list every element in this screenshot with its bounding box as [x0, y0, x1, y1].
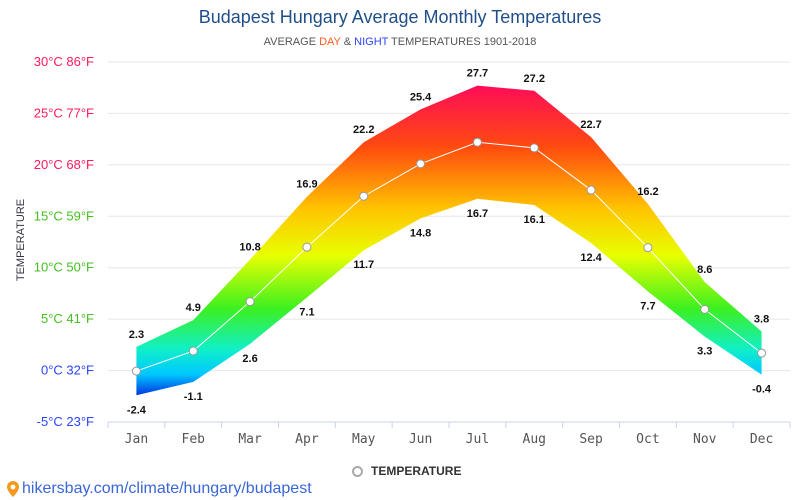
chart-subtitle: AVERAGE DAY & NIGHT TEMPERATURES 1901-20…	[0, 36, 800, 48]
temperature-point	[188, 346, 198, 356]
y-tick-label: 15°C 59°F	[34, 208, 94, 223]
night-value-label: -1.1	[184, 391, 203, 403]
day-value-label: 8.6	[697, 264, 712, 276]
temperature-point	[359, 191, 369, 201]
temperature-point	[643, 243, 653, 253]
x-tick-label: May	[352, 432, 376, 447]
x-tick-label: Nov	[693, 432, 717, 447]
temperature-point	[472, 137, 482, 147]
day-value-label: 22.7	[580, 119, 601, 131]
day-value-label: 27.2	[524, 73, 545, 85]
y-axis-label: TEMPERATURE	[15, 199, 27, 281]
day-value-label: 4.9	[186, 302, 201, 314]
temperature-point	[700, 304, 710, 314]
day-value-label: 10.8	[239, 241, 260, 253]
y-tick-label: 0°C 32°F	[41, 363, 94, 378]
day-value-label: 2.3	[129, 329, 144, 341]
temperature-point	[245, 297, 255, 307]
night-value-label: 12.4	[580, 252, 602, 264]
y-tick-label: 30°C 86°F	[34, 54, 94, 69]
temperature-point	[131, 366, 141, 376]
night-value-label: -0.4	[752, 384, 772, 396]
source-url[interactable]: hikersbay.com/climate/hungary/budapest	[22, 480, 312, 497]
night-value-label: 7.1	[299, 307, 314, 319]
x-tick-label: Sep	[579, 432, 603, 447]
night-value-label: 11.7	[353, 259, 374, 271]
legend-label: TEMPERATURE	[371, 464, 462, 478]
temperature-point	[302, 242, 312, 252]
x-tick-label: Aug	[523, 432, 546, 447]
subtitle-prefix: AVERAGE	[263, 36, 320, 48]
subtitle-amp: &	[340, 36, 355, 48]
x-tick-label: Feb	[182, 432, 206, 447]
subtitle-night: NIGHT	[354, 36, 389, 48]
y-tick-label: -5°C 23°F	[37, 414, 94, 429]
y-tick-label: 5°C 41°F	[41, 311, 94, 326]
legend-item[interactable]: TEMPERATURE	[352, 464, 461, 478]
night-value-label: 14.8	[410, 227, 431, 239]
day-value-label: 16.2	[637, 186, 658, 198]
x-tick-label: Jan	[125, 432, 148, 447]
night-value-label: 7.7	[640, 300, 655, 312]
subtitle-suffix: TEMPERATURES 1901-2018	[388, 36, 537, 48]
day-value-label: 27.7	[467, 68, 488, 80]
subtitle-day: DAY	[319, 36, 341, 48]
night-value-label: 16.7	[467, 208, 488, 220]
map-pin-icon	[7, 481, 19, 497]
x-tick-label: Apr	[295, 432, 319, 447]
legend-marker-icon	[352, 465, 363, 477]
x-tick-label: Dec	[750, 432, 773, 447]
day-night-band	[136, 85, 762, 396]
x-tick-label: Jun	[409, 432, 432, 447]
day-value-label: 3.8	[754, 313, 769, 325]
source-link[interactable]: hikersbay.com/climate/hungary/budapest	[6, 480, 312, 498]
temperature-point	[529, 143, 539, 153]
temperature-point	[586, 185, 596, 195]
night-value-label: 2.6	[242, 353, 257, 365]
chart-title: Budapest Hungary Average Monthly Tempera…	[198, 7, 602, 27]
y-tick-label: 20°C 68°F	[34, 157, 94, 172]
x-tick-label: Jul	[466, 432, 489, 447]
day-value-label: 25.4	[410, 91, 432, 103]
x-tick-label: Mar	[238, 432, 262, 447]
y-tick-label: 10°C 50°F	[34, 260, 94, 275]
y-tick-label: 25°C 77°F	[34, 105, 94, 120]
x-tick-label: Oct	[636, 432, 659, 447]
day-value-label: 22.2	[353, 124, 374, 136]
temperature-point	[416, 159, 426, 169]
temperature-point	[757, 348, 767, 358]
day-value-label: 16.9	[296, 179, 317, 191]
night-value-label: 16.1	[524, 214, 545, 226]
night-value-label: 3.3	[697, 346, 712, 358]
night-value-label: -2.4	[127, 404, 147, 416]
temperature-line	[136, 141, 762, 372]
